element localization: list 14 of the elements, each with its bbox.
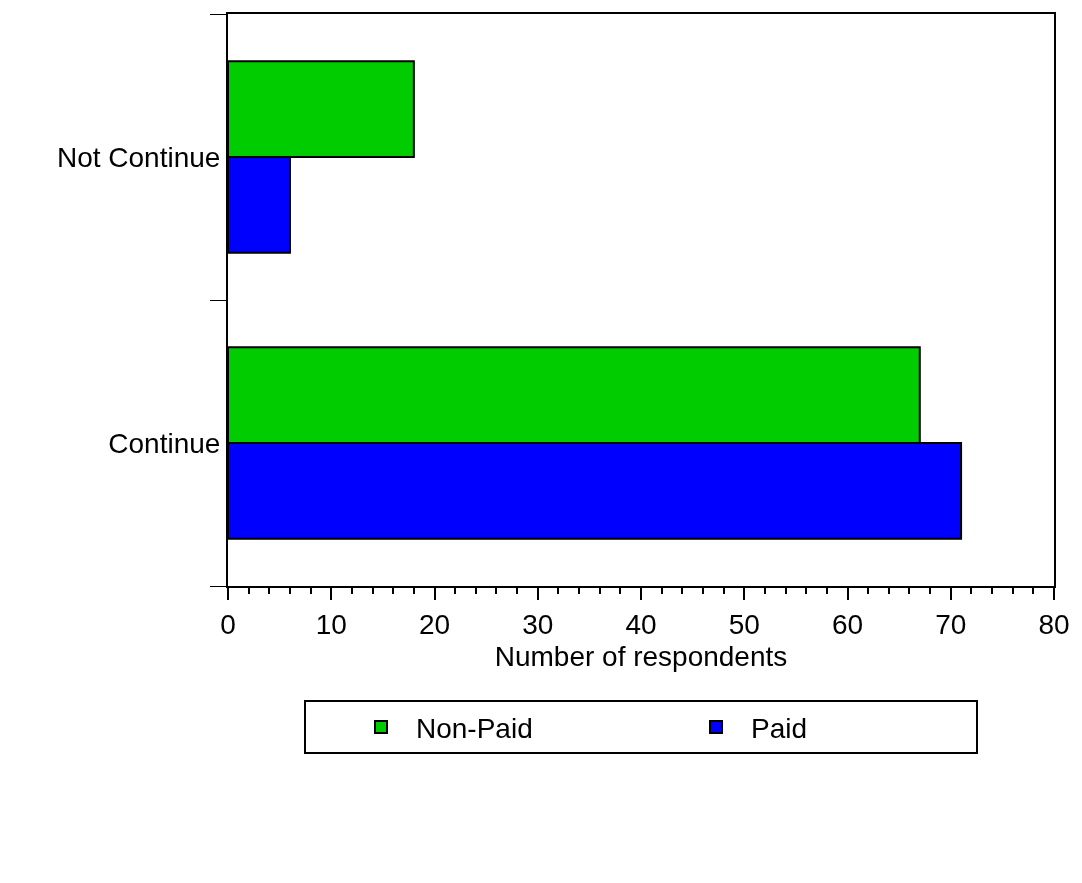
y-tick-label: Continue <box>108 427 221 459</box>
x-tick-label: 10 <box>315 608 347 640</box>
legend-label: Non-Paid <box>416 713 533 745</box>
x-tick-label: 80 <box>1038 608 1070 640</box>
y-tick-label: Not Continue <box>56 141 221 173</box>
x-tick-label: 30 <box>522 608 554 640</box>
x-tick-label: 20 <box>418 608 451 640</box>
x-axis-title: Number of respondents <box>494 641 788 673</box>
x-tick-label: 50 <box>728 608 760 640</box>
legend-label: Paid <box>751 713 808 745</box>
x-tick-label: 0 <box>220 608 236 640</box>
x-tick-label: 70 <box>935 608 967 640</box>
x-tick-label: 60 <box>831 608 864 640</box>
x-tick-label: 40 <box>625 608 657 640</box>
